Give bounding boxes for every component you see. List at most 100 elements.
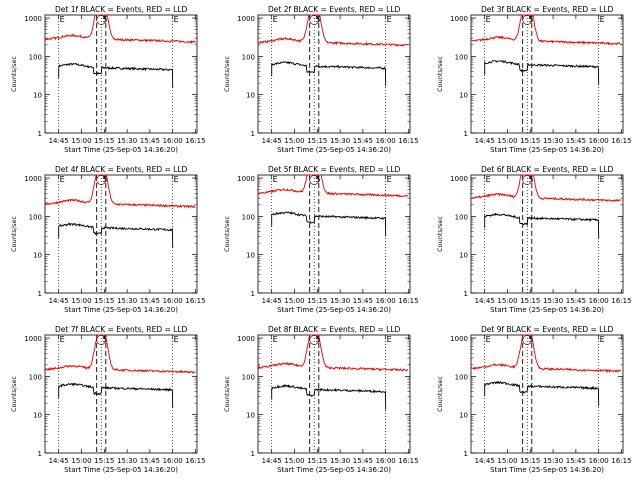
- panel-title: Det 5f BLACK = Events, RED = LLD: [268, 165, 401, 174]
- marker-letter: E: [387, 335, 392, 344]
- series-line-events: [484, 59, 600, 85]
- series-line-events: [484, 380, 600, 407]
- y-tick-label: 1000: [450, 15, 468, 23]
- y-axis-label: Counts/sec: [10, 216, 18, 252]
- peak-circle-marker: [309, 15, 320, 25]
- x-tick-label: 15:45: [140, 297, 160, 305]
- plot-frame: [257, 334, 411, 454]
- x-tick-label: 15:15: [94, 457, 114, 465]
- x-tick-label: 15:45: [353, 137, 373, 145]
- x-tick-label: 15:00: [497, 457, 517, 465]
- x-axis-label: Start Time (25-Sep-05 14:36:20): [490, 146, 604, 154]
- panel-det-5f: Det 5f BLACK = Events, RED = LLD 1 10 100 10…: [223, 165, 419, 314]
- peak-circle-marker: [309, 335, 320, 345]
- marker-letter: S: [315, 15, 320, 24]
- series-line-events: [271, 211, 387, 237]
- x-tick-label: 16:15: [185, 457, 205, 465]
- x-tick-label: 14:45: [475, 297, 495, 305]
- plot-frame: [257, 174, 411, 294]
- x-tick-label: 16:00: [589, 457, 609, 465]
- marker-letter: E: [486, 15, 491, 24]
- x-tick-label: 15:15: [307, 457, 327, 465]
- y-tick-label: 1: [251, 130, 255, 138]
- marker-letter: E: [273, 335, 278, 344]
- plot-frame: [44, 334, 198, 454]
- panel-det-8f: Det 8f BLACK = Events, RED = LLD 1 10 100 10…: [223, 325, 419, 474]
- x-tick-label: 16:15: [611, 297, 631, 305]
- peak-circle-marker: [96, 15, 107, 25]
- plot-frame: [44, 174, 198, 294]
- y-tick-label: 1: [251, 450, 255, 458]
- marker-letter: E: [486, 335, 491, 344]
- x-tick-label: 15:45: [140, 137, 160, 145]
- y-tick-label: 1000: [237, 15, 255, 23]
- y-tick-label: 1000: [450, 175, 468, 183]
- y-tick-label: 100: [242, 53, 255, 61]
- panel-det-7f: Det 7f BLACK = Events, RED = LLD 1 10 100 10…: [10, 325, 206, 474]
- x-tick-label: 15:30: [330, 457, 350, 465]
- y-tick-label: 1000: [237, 175, 255, 183]
- y-tick-label: 1: [464, 130, 468, 138]
- x-tick-label: 15:30: [117, 137, 137, 145]
- y-axis-label: Counts/sec: [436, 56, 444, 92]
- panel-title: Det 7f BLACK = Events, RED = LLD: [55, 325, 188, 334]
- x-tick-label: 15:15: [307, 297, 327, 305]
- panel-det-4f: Det 4f BLACK = Events, RED = LLD 1 10 100 10…: [10, 165, 206, 314]
- peak-circle-marker: [522, 335, 533, 345]
- x-tick-label: 15:00: [284, 137, 304, 145]
- x-tick-label: 16:00: [589, 137, 609, 145]
- panel-title: Det 2f BLACK = Events, RED = LLD: [268, 5, 401, 14]
- x-tick-label: 15:00: [71, 457, 91, 465]
- marker-letter: E: [600, 335, 605, 344]
- y-tick-label: 10: [246, 412, 255, 420]
- series-line-lld: [44, 334, 196, 374]
- y-tick-label: 10: [33, 412, 42, 420]
- x-tick-label: 16:15: [398, 137, 418, 145]
- y-axis-label: Counts/sec: [223, 376, 231, 412]
- x-tick-label: 15:30: [330, 297, 350, 305]
- panel-title: Det 3f BLACK = Events, RED = LLD: [481, 5, 614, 14]
- x-tick-label: 16:15: [398, 297, 418, 305]
- plot-frame: [470, 174, 624, 294]
- plot-frame: [470, 14, 624, 134]
- peak-circle-marker: [522, 175, 533, 185]
- series-line-lld: [470, 334, 622, 374]
- x-tick-label: 16:15: [611, 457, 631, 465]
- marker-letter: E: [273, 175, 278, 184]
- y-tick-label: 1: [38, 290, 42, 298]
- x-tick-label: 15:45: [353, 457, 373, 465]
- x-tick-label: 16:00: [163, 137, 183, 145]
- panel-title: Det 8f BLACK = Events, RED = LLD: [268, 325, 401, 334]
- x-tick-label: 15:30: [543, 297, 563, 305]
- series-line-lld: [470, 174, 622, 203]
- panel-det-6f: Det 6f BLACK = Events, RED = LLD 1 10 100 10…: [436, 165, 632, 314]
- x-tick-label: 15:00: [497, 297, 517, 305]
- y-tick-label: 1000: [450, 335, 468, 343]
- y-tick-label: 100: [29, 53, 42, 61]
- marker-letter: E: [273, 15, 278, 24]
- y-tick-label: 10: [33, 92, 42, 100]
- x-tick-label: 16:15: [185, 137, 205, 145]
- x-tick-label: 16:15: [611, 137, 631, 145]
- x-tick-label: 16:00: [163, 297, 183, 305]
- x-tick-label: 15:00: [497, 137, 517, 145]
- x-axis-label: Start Time (25-Sep-05 14:36:20): [277, 146, 391, 154]
- panel-det-3f: Det 3f BLACK = Events, RED = LLD 1 10 100 10…: [436, 5, 632, 154]
- panel-title: Det 4f BLACK = Events, RED = LLD: [55, 165, 188, 174]
- series-line-events: [58, 62, 174, 88]
- series-line-events: [484, 212, 600, 239]
- marker-letter: S: [528, 335, 533, 344]
- x-tick-label: 15:00: [284, 297, 304, 305]
- x-tick-label: 15:15: [520, 457, 540, 465]
- marker-letter: S: [102, 175, 107, 184]
- series-line-lld: [44, 14, 196, 44]
- marker-letter: E: [600, 15, 605, 24]
- series-line-lld: [257, 174, 409, 198]
- x-tick-label: 15:15: [94, 137, 114, 145]
- y-tick-label: 1: [38, 130, 42, 138]
- x-tick-label: 14:45: [475, 137, 495, 145]
- y-tick-label: 1: [464, 450, 468, 458]
- y-tick-label: 100: [242, 213, 255, 221]
- x-tick-label: 15:00: [71, 137, 91, 145]
- marker-letter: S: [528, 175, 533, 184]
